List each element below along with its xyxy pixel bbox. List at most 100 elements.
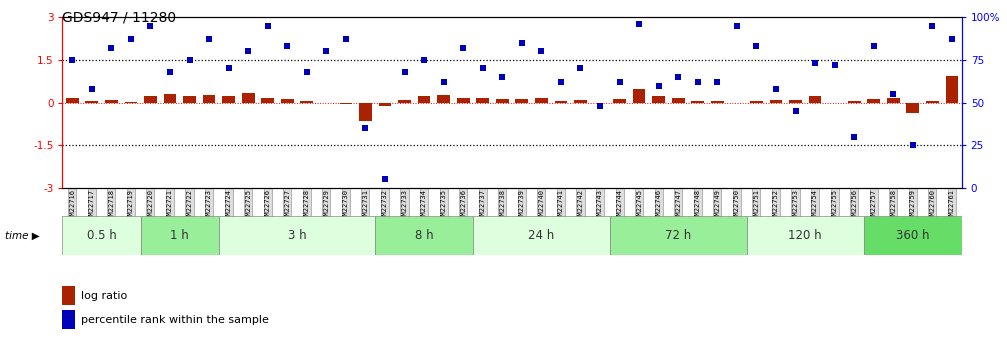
Bar — [62, 216, 141, 255]
Text: 24 h: 24 h — [529, 229, 555, 242]
Point — [181, 57, 197, 63]
Text: time ▶: time ▶ — [5, 230, 40, 240]
Point — [494, 74, 511, 80]
Bar — [535, 98, 548, 103]
Bar — [376, 216, 473, 255]
Bar — [672, 98, 685, 103]
Bar — [105, 100, 118, 103]
Text: 3 h: 3 h — [288, 229, 306, 242]
Bar — [65, 98, 79, 103]
Bar — [653, 96, 665, 103]
Bar — [769, 100, 782, 103]
Text: 8 h: 8 h — [415, 229, 433, 242]
Bar — [62, 286, 76, 305]
Text: percentile rank within the sample: percentile rank within the sample — [81, 315, 269, 325]
Point — [866, 43, 882, 49]
Point — [904, 142, 920, 148]
Point — [924, 23, 941, 29]
Text: log ratio: log ratio — [81, 291, 127, 301]
Bar — [242, 93, 255, 103]
Point — [436, 79, 452, 85]
Bar — [202, 95, 215, 103]
Bar — [125, 102, 137, 103]
Text: 120 h: 120 h — [788, 229, 822, 242]
Point — [846, 134, 862, 139]
Point — [201, 37, 218, 42]
Point — [553, 79, 569, 85]
Text: 360 h: 360 h — [896, 229, 929, 242]
Text: GDS947 / 11280: GDS947 / 11280 — [62, 10, 176, 24]
Point — [64, 57, 81, 63]
Point — [572, 66, 588, 71]
Bar — [946, 76, 959, 103]
Point — [84, 86, 100, 92]
Bar — [750, 101, 762, 103]
Text: 1 h: 1 h — [170, 229, 189, 242]
Point — [631, 21, 648, 27]
Bar — [339, 103, 352, 104]
Bar — [867, 99, 880, 103]
Bar — [398, 100, 411, 103]
Bar — [223, 96, 235, 103]
Point — [827, 62, 843, 68]
Bar — [141, 216, 219, 255]
Point — [885, 91, 901, 97]
Bar — [809, 96, 822, 103]
Point — [221, 66, 237, 71]
Bar — [300, 101, 313, 103]
Text: 0.5 h: 0.5 h — [87, 229, 117, 242]
Bar — [359, 103, 372, 121]
Point — [748, 43, 764, 49]
Bar — [418, 96, 430, 103]
Bar — [555, 101, 567, 103]
Bar — [906, 103, 919, 112]
Point — [611, 79, 627, 85]
Point — [260, 23, 276, 29]
Point — [357, 126, 374, 131]
Point — [240, 49, 256, 54]
Bar — [574, 100, 587, 103]
Bar — [163, 93, 176, 103]
Bar — [495, 99, 509, 103]
Bar — [457, 98, 469, 103]
Point — [279, 43, 295, 49]
Bar — [437, 95, 450, 103]
Point — [104, 45, 120, 51]
Point — [474, 66, 490, 71]
Bar — [86, 101, 98, 103]
Point — [534, 49, 550, 54]
Point — [337, 37, 353, 42]
Point — [787, 108, 804, 114]
Bar — [183, 96, 195, 103]
Bar — [262, 98, 274, 103]
Point — [299, 69, 315, 75]
Point — [592, 103, 608, 109]
Point — [416, 57, 432, 63]
Point — [671, 74, 687, 80]
Bar — [864, 216, 962, 255]
Point — [455, 45, 471, 51]
Bar — [887, 98, 899, 103]
Point — [709, 79, 725, 85]
Point — [729, 23, 745, 29]
Point — [514, 40, 530, 46]
Point — [162, 69, 178, 75]
Point — [142, 23, 158, 29]
Point — [397, 69, 413, 75]
Bar — [144, 96, 157, 103]
Point — [944, 37, 960, 42]
Bar — [62, 310, 76, 329]
Bar — [219, 216, 376, 255]
Text: 72 h: 72 h — [665, 229, 692, 242]
Point — [768, 86, 784, 92]
Point — [807, 61, 823, 66]
Bar — [789, 100, 802, 103]
Bar — [746, 216, 864, 255]
Point — [123, 37, 139, 42]
Point — [318, 49, 334, 54]
Bar — [692, 101, 704, 103]
Point — [690, 79, 706, 85]
Bar — [516, 99, 529, 103]
Bar — [926, 101, 939, 103]
Point — [651, 83, 667, 88]
